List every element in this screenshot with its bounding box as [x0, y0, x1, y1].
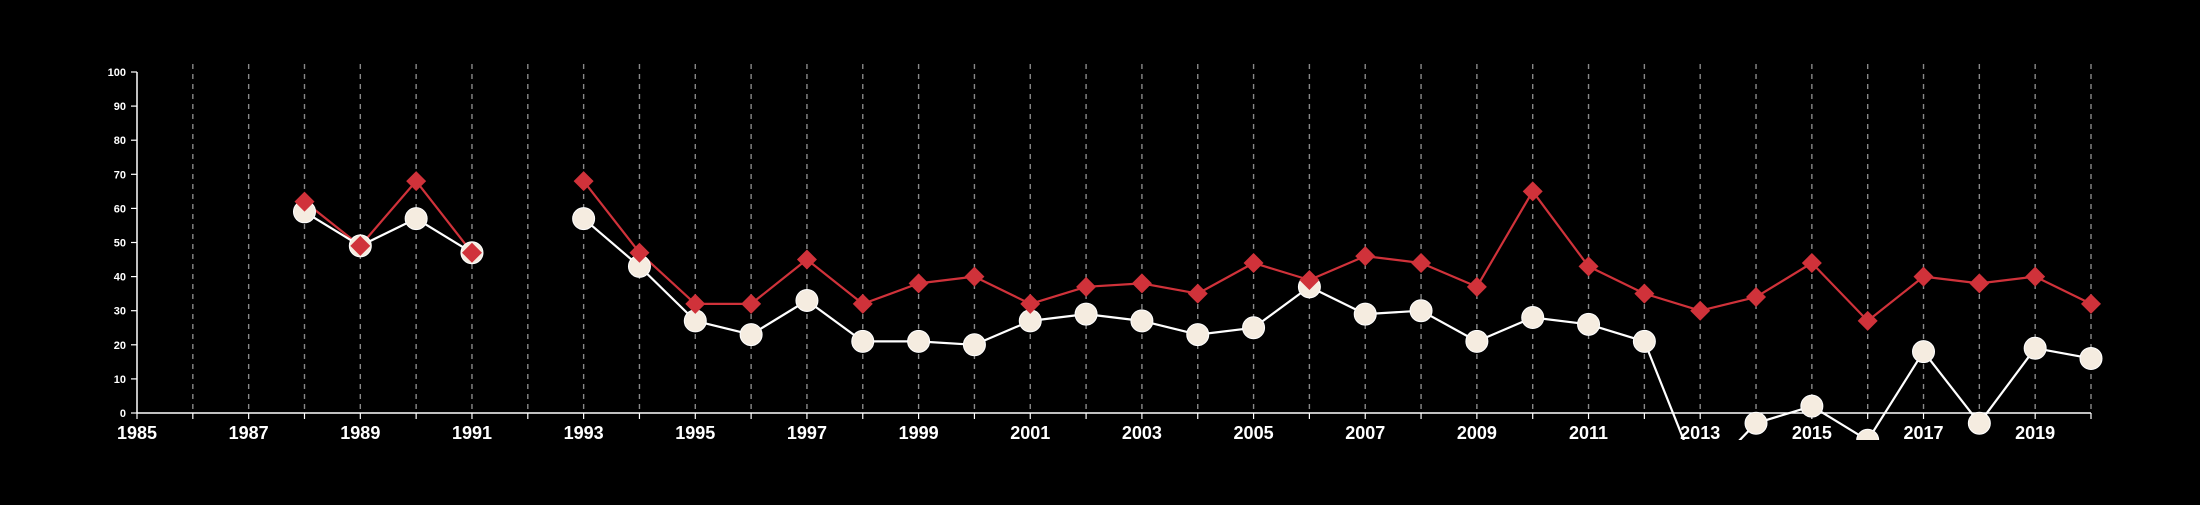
x-tick-label: 2001: [1010, 423, 1050, 443]
series-2-circle-marker: [572, 207, 596, 231]
series-1-diamond-marker: [852, 293, 873, 314]
axes: 0 10 20 30 40 50 60 70 80 90 100 1985 1987 1989 1991 19…: [108, 67, 2092, 443]
series-1-diamond-marker: [1857, 310, 1878, 331]
x-tick-label: 1989: [340, 423, 380, 443]
series-2-circle-marker: [1632, 329, 1656, 353]
x-tick-label: 1993: [564, 423, 604, 443]
x-tick-label: 1995: [675, 423, 715, 443]
x-tick-label: 2011: [1569, 423, 1608, 443]
series-2-circle-marker: [1465, 329, 1489, 353]
x-tick-label: 2003: [1122, 423, 1162, 443]
series-1-diamond-marker: [1466, 276, 1487, 297]
series-2-circle-marker: [404, 207, 428, 231]
series-1-diamond-marker: [1634, 283, 1655, 304]
series-1-diamond-marker: [741, 293, 762, 314]
x-tick-label: 1997: [787, 423, 827, 443]
series-1-diamond-marker: [629, 242, 650, 263]
x-tick-label: 2015: [1792, 423, 1832, 443]
y-tick-label: 10: [114, 374, 126, 386]
y-tick-label: 20: [114, 340, 126, 352]
series-2-circle-marker: [907, 329, 931, 353]
series-1-diamond-marker: [1020, 293, 1041, 314]
x-tick-label: 1991: [452, 423, 492, 443]
series-2-circle-marker: [1800, 394, 1824, 418]
series-1-diamond-marker: [685, 293, 706, 314]
series-1-diamond-marker: [1746, 287, 1767, 308]
x-tick-label: 2007: [1345, 423, 1385, 443]
series-1-diamond-marker: [573, 171, 594, 192]
series-1-diamond-marker: [1801, 252, 1822, 273]
series-2-circle-marker: [1409, 299, 1433, 323]
series-2-circle-marker: [2079, 346, 2103, 370]
series-2-circle-marker: [1856, 428, 1880, 440]
series-1-diamond-marker: [350, 235, 371, 256]
series-2-circle-marker: [739, 323, 763, 347]
series-1-line: [582, 180, 2092, 322]
series-1-diamond-marker: [1578, 256, 1599, 277]
series-2-circle-marker: [1074, 302, 1098, 326]
series-2-circle-marker: [1912, 340, 1936, 364]
series-1-diamond-marker: [1969, 273, 1990, 294]
series-1-diamond-marker: [1690, 300, 1711, 321]
series-2-circle-marker: [795, 288, 819, 312]
x-tick-label: 1999: [899, 423, 939, 443]
y-tick-label: 0: [120, 408, 126, 420]
x-tick-label: 2005: [1234, 423, 1274, 443]
series-1-diamond-marker: [1243, 252, 1264, 273]
series-2-circle-marker: [1242, 316, 1266, 340]
series-2-line: [303, 210, 473, 254]
y-tick-label: 100: [108, 67, 126, 79]
y-tick-label: 90: [114, 101, 126, 113]
series-1-diamond-marker: [1411, 252, 1432, 273]
series-1-diamond-marker: [2025, 266, 2046, 287]
y-tick-label: 70: [114, 169, 126, 181]
series-2-circle-marker: [1577, 312, 1601, 336]
series-2-circle-marker: [2023, 336, 2047, 360]
grid: [192, 64, 2092, 413]
series-2-circle-marker: [1130, 309, 1154, 333]
series-1-diamond-marker: [1299, 270, 1320, 291]
y-tick-label: 30: [114, 306, 126, 318]
y-tick-label: 60: [114, 203, 126, 215]
series-1-diamond-marker: [964, 266, 985, 287]
series-1-diamond-marker: [1187, 283, 1208, 304]
series-1-diamond-marker: [406, 171, 427, 192]
series-1-diamond-marker: [294, 191, 315, 212]
series-2-circle-marker: [1186, 323, 1210, 347]
series-2-circle-marker: [1967, 411, 1991, 435]
y-tick-label: 80: [114, 135, 126, 147]
x-tick-label: 2017: [1903, 423, 1943, 443]
series: [292, 171, 2103, 440]
series-2-circle-marker: [1353, 302, 1377, 326]
series-1-diamond-marker: [1131, 273, 1152, 294]
series-2-circle-marker: [1521, 306, 1545, 330]
series-2-circle-marker: [851, 329, 875, 353]
series-1-diamond-marker: [461, 242, 482, 263]
y-tick-label: 50: [114, 238, 126, 250]
series-1-diamond-marker: [1913, 266, 1934, 287]
y-tick-label: 40: [114, 272, 126, 284]
x-tick-label: 1987: [229, 423, 269, 443]
x-tick-label: 2013: [1680, 423, 1720, 443]
series-1-diamond-marker: [1522, 181, 1543, 202]
series-1-diamond-marker: [2081, 293, 2101, 314]
series-2-line: [582, 217, 2092, 440]
series-1-diamond-marker: [908, 273, 929, 294]
series-1-diamond-marker: [796, 249, 817, 270]
series-1-diamond-marker: [1076, 276, 1097, 297]
x-tick-label: 2009: [1457, 423, 1497, 443]
series-2-circle-marker: [1744, 411, 1768, 435]
x-tick-label: 1985: [117, 423, 157, 443]
series-2-circle-marker: [962, 333, 986, 357]
x-tick-label: 2019: [2015, 423, 2055, 443]
series-1-line: [303, 180, 473, 254]
series-1-diamond-marker: [1355, 246, 1376, 267]
